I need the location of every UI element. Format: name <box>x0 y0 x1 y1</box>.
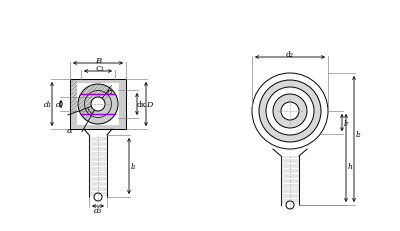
Circle shape <box>273 94 307 128</box>
Text: d₁: d₁ <box>44 100 52 109</box>
Text: dᴋ: dᴋ <box>136 100 146 109</box>
PathPatch shape <box>70 80 77 129</box>
Text: C₁: C₁ <box>96 65 104 73</box>
Text: h: h <box>348 162 352 170</box>
Text: B: B <box>95 57 101 65</box>
Text: α: α <box>67 126 72 134</box>
Circle shape <box>259 81 321 142</box>
Circle shape <box>252 74 328 149</box>
Text: d: d <box>56 100 60 109</box>
Circle shape <box>266 88 314 135</box>
PathPatch shape <box>77 80 119 84</box>
Text: d₂: d₂ <box>286 51 294 59</box>
Text: r₁: r₁ <box>106 88 113 96</box>
Text: l₇: l₇ <box>343 119 349 127</box>
Text: l₁: l₁ <box>130 162 136 170</box>
Circle shape <box>281 103 299 121</box>
PathPatch shape <box>78 85 118 125</box>
PathPatch shape <box>77 125 119 129</box>
Circle shape <box>94 193 102 201</box>
Circle shape <box>286 201 294 209</box>
Circle shape <box>91 97 105 112</box>
PathPatch shape <box>119 80 126 129</box>
Text: d₃: d₃ <box>94 206 102 214</box>
Text: D: D <box>146 100 152 109</box>
Text: l₂: l₂ <box>355 131 361 138</box>
